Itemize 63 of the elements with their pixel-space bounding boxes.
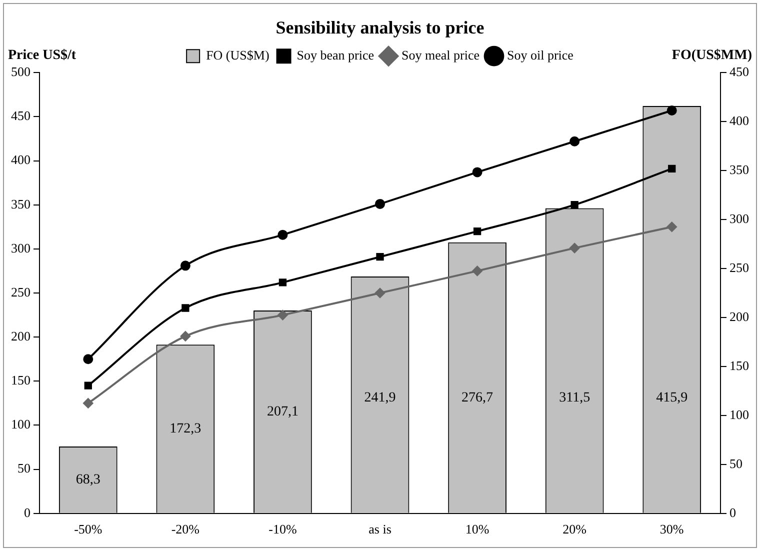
y-tick-label: 400 bbox=[11, 152, 30, 168]
data-label: 276,7 bbox=[462, 390, 494, 406]
legend-label: Soy meal price bbox=[402, 48, 480, 63]
y-tick-label: 250 bbox=[11, 284, 30, 300]
y-tick-label: 100 bbox=[11, 416, 30, 432]
point bbox=[570, 243, 580, 254]
point bbox=[472, 266, 482, 276]
point bbox=[84, 382, 92, 390]
y2-tick-label: 100 bbox=[730, 406, 749, 422]
x-tick-label: 20% bbox=[562, 522, 587, 537]
point bbox=[472, 167, 482, 178]
data-label: 207,1 bbox=[266, 404, 298, 420]
legend-label: FO (US$M) bbox=[206, 48, 270, 63]
y2-tick-label: 50 bbox=[730, 456, 742, 471]
point bbox=[570, 201, 578, 209]
y-tick-label: 200 bbox=[11, 328, 30, 344]
x-tick-label: as is bbox=[368, 522, 392, 537]
y2-tick-label: 150 bbox=[730, 358, 749, 373]
chart-title: Sensibility analysis to price bbox=[276, 17, 484, 38]
point bbox=[278, 230, 288, 240]
point bbox=[182, 304, 190, 312]
point bbox=[375, 198, 385, 209]
point bbox=[375, 288, 385, 298]
point bbox=[666, 106, 677, 116]
legend-label: Soy oil price bbox=[506, 48, 574, 63]
y-tick-label: 0 bbox=[24, 504, 30, 520]
point bbox=[666, 222, 677, 232]
y-tick-label: 500 bbox=[11, 64, 30, 80]
point bbox=[570, 136, 580, 146]
x-tick-label: -20% bbox=[171, 522, 200, 537]
data-label: 241,9 bbox=[364, 390, 396, 406]
y2-tick-label: 0 bbox=[730, 504, 736, 520]
y2-tick-label: 350 bbox=[730, 162, 749, 177]
data-label: 172,3 bbox=[170, 421, 202, 436]
y2-tick-label: 200 bbox=[730, 308, 749, 324]
data-label: 415,9 bbox=[656, 390, 688, 406]
point bbox=[180, 260, 190, 271]
point bbox=[376, 253, 384, 261]
point bbox=[83, 398, 94, 408]
x-tick-label: 10% bbox=[465, 522, 490, 537]
legend-label: Soy bean price bbox=[296, 48, 374, 63]
point bbox=[278, 278, 287, 286]
point bbox=[83, 354, 94, 364]
y2-tick-label: 300 bbox=[730, 210, 749, 226]
point bbox=[473, 227, 482, 236]
point bbox=[278, 310, 288, 320]
y-axis-title: Price US$/t bbox=[8, 48, 76, 64]
x-tick-label: -10% bbox=[268, 522, 297, 537]
x-tick-label: 30% bbox=[660, 522, 684, 537]
y2-tick-label: 250 bbox=[730, 260, 749, 275]
y-tick-label: 450 bbox=[11, 108, 30, 124]
data-label: 311,5 bbox=[559, 390, 590, 406]
y2-axis-title: FO(US$MM) bbox=[672, 48, 752, 64]
y-tick-label: 300 bbox=[11, 240, 30, 256]
y2-tick-label: 400 bbox=[730, 113, 749, 128]
data-label: 68,3 bbox=[76, 472, 100, 488]
point bbox=[668, 164, 676, 173]
x-tick-label: -50% bbox=[74, 522, 102, 537]
y-tick-label: 50 bbox=[18, 460, 30, 476]
y2-tick-label: 450 bbox=[730, 64, 749, 80]
y-tick-label: 150 bbox=[11, 372, 30, 388]
point bbox=[180, 331, 190, 342]
y-tick-label: 350 bbox=[11, 196, 30, 212]
